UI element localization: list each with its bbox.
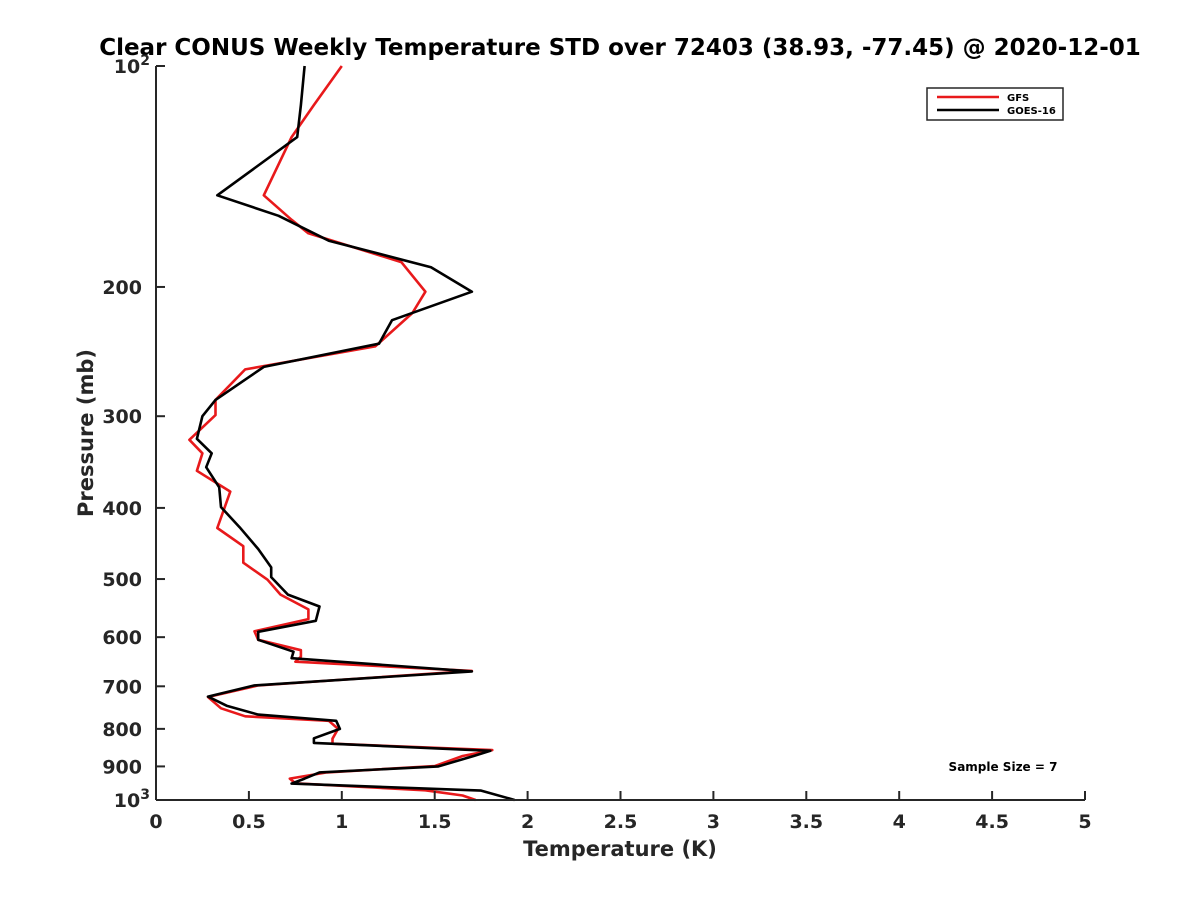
- y-tick-label: 300: [102, 406, 142, 428]
- y-tick-label: 200: [102, 277, 142, 299]
- chart-title: Clear CONUS Weekly Temperature STD over …: [99, 35, 1141, 61]
- y-tick-label: 600: [102, 627, 142, 649]
- x-tick-label: 0.5: [232, 811, 266, 833]
- x-tick-label: 5: [1078, 811, 1091, 833]
- y-tick-label: 900: [102, 756, 142, 778]
- legend: GFS GOES-16: [926, 87, 1064, 121]
- series-line-goes-16: [195, 65, 515, 802]
- y-tick-label: 102: [114, 53, 150, 78]
- y-tick-label: 400: [102, 498, 142, 520]
- x-tick-label: 4: [893, 811, 906, 833]
- x-tick-label: 2.5: [604, 811, 638, 833]
- x-tick-label: 4.5: [975, 811, 1009, 833]
- x-tick-label: 1: [335, 811, 348, 833]
- sample-size-annotation: Sample Size = 7: [949, 760, 1058, 774]
- y-tick-label: 500: [102, 569, 142, 591]
- legend-label: GOES-16: [1007, 106, 1056, 117]
- y-tick-label: 800: [102, 719, 142, 741]
- y-axis-label: Pressure (mb): [74, 349, 98, 517]
- x-axis: 0 0.5 1 1.5 2 2.5 3 3.5 4 4.5 5: [149, 791, 1092, 833]
- legend-label: GFS: [1007, 93, 1029, 104]
- x-tick-label: 1.5: [418, 811, 452, 833]
- x-axis-label: Temperature (K): [523, 837, 717, 861]
- x-tick-label: 2: [521, 811, 534, 833]
- plot-lines: [188, 65, 515, 802]
- x-tick-label: 3.5: [789, 811, 823, 833]
- x-tick-label: 0: [149, 811, 162, 833]
- y-tick-label: 103: [114, 787, 150, 812]
- x-tick-label: 3: [707, 811, 720, 833]
- y-axis: 102 200 300 400 500 600 700 800 900 103: [102, 53, 165, 812]
- y-tick-label: 700: [102, 676, 142, 698]
- legend-box: [926, 87, 1064, 121]
